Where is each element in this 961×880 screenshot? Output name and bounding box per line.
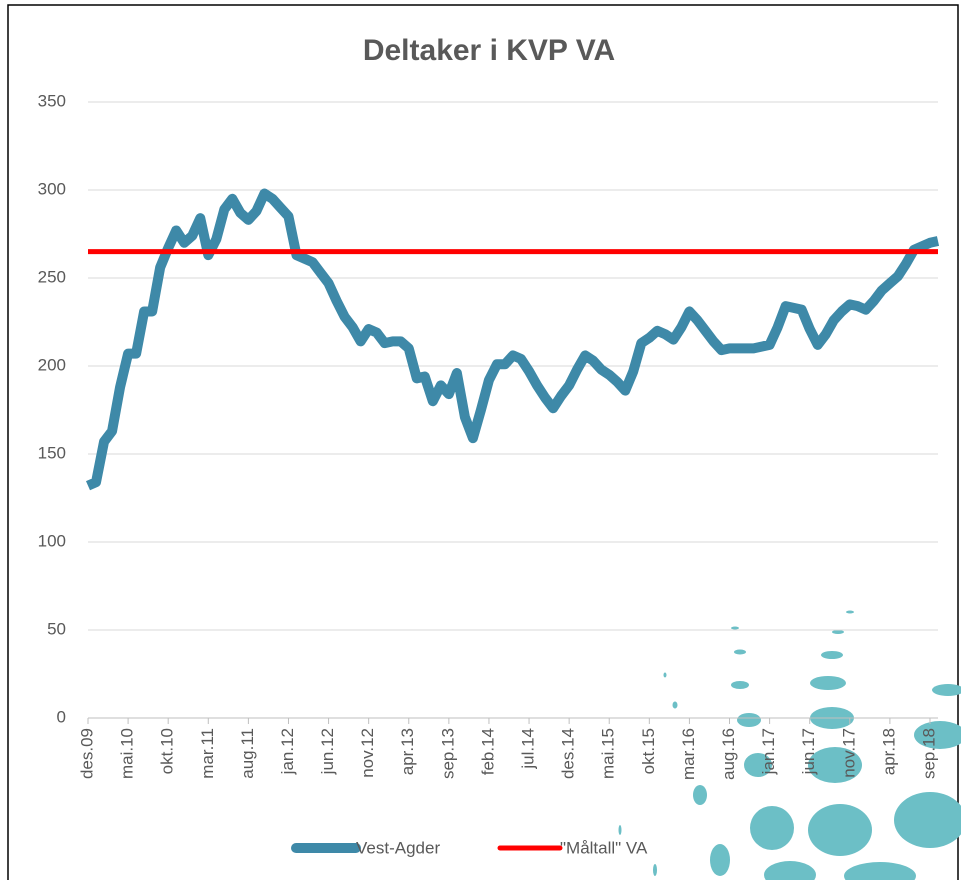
x-tick-label: mai.15: [599, 728, 618, 779]
x-tick-label: sep.18: [919, 728, 938, 779]
series-line: [85, 188, 940, 491]
legend-label: "Måltall" VA: [560, 838, 648, 857]
x-tick-label: mai.10: [118, 728, 137, 779]
y-tick-label: 0: [57, 707, 66, 726]
x-tick-label: sep.13: [438, 728, 457, 779]
x-tick-label: nov.12: [358, 728, 377, 778]
x-tick-label: apr.13: [398, 728, 417, 775]
y-tick-label: 100: [38, 531, 66, 550]
x-tick-label: feb.14: [478, 728, 497, 775]
x-tick-label: aug.16: [719, 728, 738, 780]
x-tick-label: jun.17: [799, 728, 818, 775]
x-tick-label: jan.17: [759, 728, 778, 775]
x-tick-label: aug.11: [238, 728, 257, 779]
legend-label: Vest-Agder: [356, 838, 440, 857]
chart-title: Deltaker i KVP VA: [363, 34, 615, 67]
x-tick-label: okt.15: [639, 728, 658, 774]
y-tick-label: 150: [38, 443, 66, 462]
x-tick-label: des.14: [559, 728, 578, 779]
y-tick-label: 50: [47, 619, 66, 638]
x-tick-label: mar.16: [679, 728, 698, 780]
y-tick-label: 300: [38, 179, 66, 198]
x-tick-label: okt.10: [158, 728, 177, 774]
x-tick-label: mar.11: [198, 728, 217, 779]
x-tick-label: jan.12: [278, 728, 297, 775]
x-tick-label: jun.12: [318, 728, 337, 775]
y-tick-label: 200: [38, 355, 66, 374]
x-tick-label: jul.14: [519, 728, 538, 770]
y-tick-label: 350: [38, 91, 66, 110]
x-tick-label: des.09: [77, 728, 96, 779]
x-tick-label: apr.18: [879, 728, 898, 775]
y-tick-label: 250: [38, 267, 66, 286]
x-tick-label: nov.17: [839, 728, 858, 778]
chart-frame: [7, 4, 959, 880]
decoration: [618, 610, 961, 880]
